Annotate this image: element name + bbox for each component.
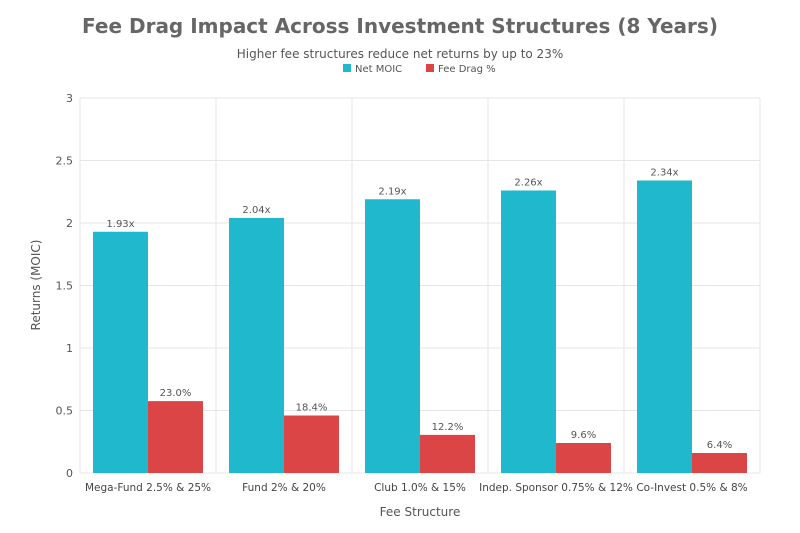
- y-tick-label: 3: [66, 92, 73, 105]
- fee-drag-bar[interactable]: [148, 401, 203, 473]
- legend[interactable]: Net MOIC Fee Drag %: [343, 64, 496, 75]
- y-tick-label: 2.5: [56, 155, 74, 168]
- legend-label: Fee Drag %: [438, 64, 496, 75]
- legend-swatch: [426, 64, 434, 72]
- fee-drag-label: 12.2%: [432, 422, 464, 433]
- chart-title: Fee Drag Impact Across Investment Struct…: [82, 14, 718, 38]
- fee-drag-bar[interactable]: [692, 453, 747, 473]
- x-axis-categories: Mega-Fund 2.5% & 25% Fund 2% & 20% Club 1.…: [85, 482, 748, 494]
- x-category-label: Fund 2% & 20%: [242, 482, 326, 494]
- legend-swatch: [343, 64, 351, 72]
- chart-subtitle: Higher fee structures reduce net returns…: [237, 47, 563, 61]
- fee-drag-bar[interactable]: [556, 443, 611, 473]
- net-moic-label: 2.04x: [242, 205, 270, 216]
- data-labels: 1.93x 23.0% 2.04x 18.4% 2.19x 12.2% 2.26x 9.6% 2…: [106, 168, 732, 452]
- net-moic-bar[interactable]: [93, 231, 148, 473]
- x-category-label: Indep. Sponsor 0.75% & 12%: [479, 482, 633, 494]
- x-category-label: Co-Invest 0.5% & 8%: [636, 482, 747, 494]
- fee-drag-label: 18.4%: [296, 403, 328, 414]
- fee-drag-bar[interactable]: [284, 415, 339, 474]
- y-tick-label: 1.5: [56, 280, 74, 293]
- legend-item[interactable]: Net MOIC: [343, 64, 402, 75]
- net-moic-label: 2.19x: [378, 186, 406, 197]
- x-category-label: Mega-Fund 2.5% & 25%: [85, 482, 211, 494]
- net-moic-bar[interactable]: [365, 199, 420, 473]
- y-tick-label: 0.5: [56, 405, 74, 418]
- net-moic-label: 2.26x: [514, 178, 542, 189]
- legend-label: Net MOIC: [355, 64, 402, 75]
- fee-drag-bar[interactable]: [420, 434, 475, 473]
- net-moic-bar[interactable]: [229, 218, 284, 473]
- net-moic-bar[interactable]: [637, 180, 692, 474]
- legend-item[interactable]: Fee Drag %: [426, 64, 496, 75]
- y-axis-label: Returns (MOIC): [29, 240, 43, 331]
- net-moic-bar[interactable]: [501, 190, 556, 474]
- bars: [93, 180, 747, 474]
- y-tick-label: 1: [66, 342, 73, 355]
- fee-drag-label: 9.6%: [571, 430, 596, 441]
- y-tick-label: 0: [66, 467, 73, 480]
- y-tick-label: 2: [66, 217, 73, 230]
- y-axis-ticks: 0 0.5 1 1.5 2 2.5 3: [56, 92, 74, 480]
- fee-drag-label: 6.4%: [707, 440, 732, 451]
- net-moic-label: 1.93x: [106, 219, 134, 230]
- net-moic-label: 2.34x: [650, 168, 678, 179]
- x-category-label: Club 1.0% & 15%: [374, 482, 466, 494]
- fee-drag-label: 23.0%: [160, 388, 192, 399]
- x-axis-label: Fee Structure: [380, 505, 461, 519]
